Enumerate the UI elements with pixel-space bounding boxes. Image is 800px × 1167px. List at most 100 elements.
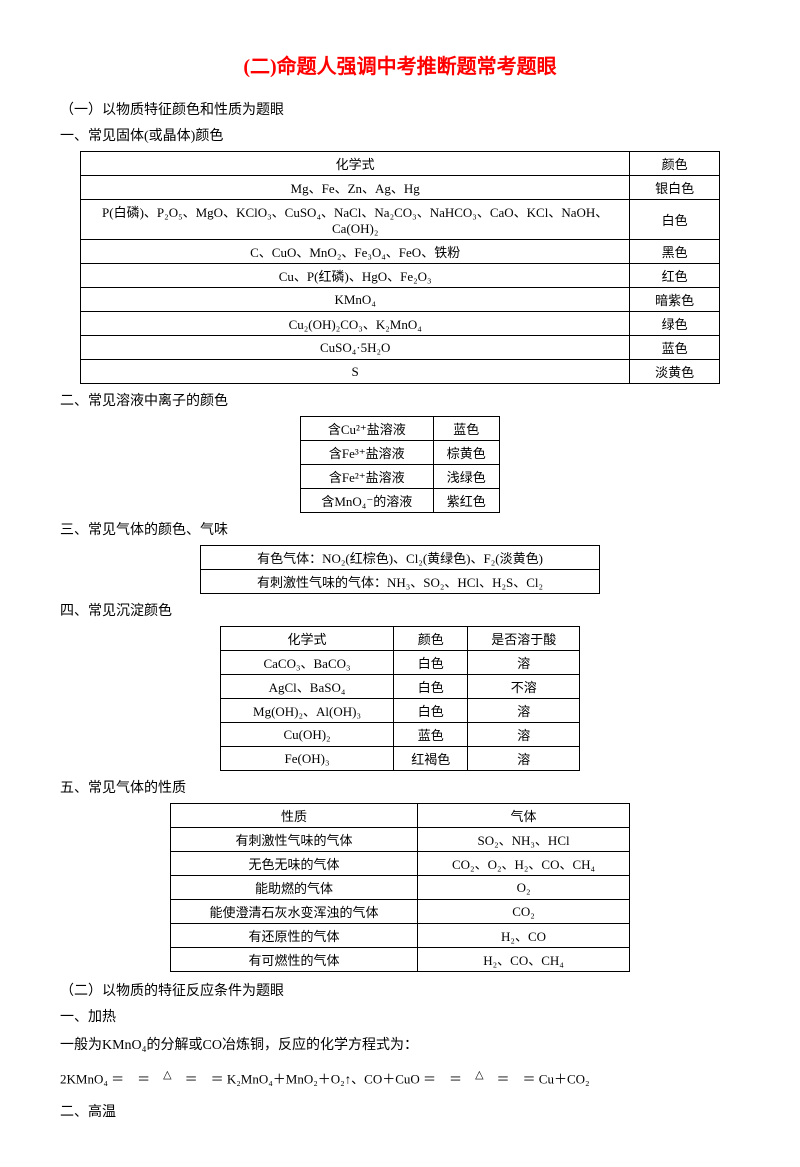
table-solid-colors: 化学式颜色 Mg、Fe、Zn、Ag、Hg银白色 P(白磷)、P₂O₅、MgO、K… [80, 151, 720, 384]
table-row: Cu₂(OH)₂CO₃、K₂MnO₄绿色 [81, 312, 720, 336]
table-row: 含Fe²⁺盐溶液浅绿色 [301, 465, 500, 489]
cell: 含Cu²⁺盐溶液 [301, 417, 434, 441]
eq-left: 2KMnO₄ [60, 1071, 108, 1086]
table-row: 含Fe³⁺盐溶液棕黄色 [301, 441, 500, 465]
cell: 溶 [468, 747, 580, 771]
paragraph: 一般为KMnO₄的分解或CO冶炼铜，反应的化学方程式为： [60, 1034, 740, 1054]
table-row: 化学式颜色 [81, 152, 720, 176]
cell: H₂、CO、CH₄ [418, 948, 630, 972]
cell: Mg(OH)₂、Al(OH)₃ [221, 699, 394, 723]
cell: 颜色 [630, 152, 720, 176]
cell: 含Fe²⁺盐溶液 [301, 465, 434, 489]
cell: 气体 [418, 804, 630, 828]
table-row: 能助燃的气体O₂ [171, 876, 630, 900]
triangle-icon: △ [475, 1068, 483, 1081]
cell: 紫红色 [433, 489, 499, 513]
table-row: Fe(OH)₃红褐色溶 [221, 747, 580, 771]
table-row: Mg(OH)₂、Al(OH)₃白色溶 [221, 699, 580, 723]
equation-line: 2KMnO₄ ＝ ＝ △ ＝ ＝ K₂MnO₄＋MnO₂＋O₂↑、CO＋CuO … [60, 1068, 740, 1087]
cell: 能助燃的气体 [171, 876, 418, 900]
table-gas-properties: 性质气体 有刺激性气味的气体SO₂、NH₃、HCl 无色无味的气体CO₂、O₂、… [170, 803, 630, 972]
cell: 淡黄色 [630, 360, 720, 384]
cell: 银白色 [630, 176, 720, 200]
cell: 白色 [394, 675, 468, 699]
cell: Fe(OH)₃ [221, 747, 394, 771]
cell: 无色无味的气体 [171, 852, 418, 876]
cell: 蓝色 [630, 336, 720, 360]
cell: Cu₂(OH)₂CO₃、K₂MnO₄ [81, 312, 630, 336]
cell: 有刺激性气味的气体：NH₃、SO₂、HCl、H₂S、Cl₂ [201, 570, 600, 594]
cell: Cu、P(红磷)、HgO、Fe₂O₃ [81, 264, 630, 288]
table-row: AgCl、BaSO₄白色不溶 [221, 675, 580, 699]
cell: 不溶 [468, 675, 580, 699]
cell: 是否溶于酸 [468, 627, 580, 651]
cell: 性质 [171, 804, 418, 828]
cell: Mg、Fe、Zn、Ag、Hg [81, 176, 630, 200]
cell: 棕黄色 [433, 441, 499, 465]
table-row: Mg、Fe、Zn、Ag、Hg银白色 [81, 176, 720, 200]
table-row: C、CuO、MnO₂、Fe₃O₄、FeO、铁粉黑色 [81, 240, 720, 264]
eq-mid: K₂MnO₄＋MnO₂＋O₂↑、CO＋CuO [227, 1071, 420, 1086]
cell: 蓝色 [394, 723, 468, 747]
table-row: 无色无味的气体CO₂、O₂、H₂、CO、CH₄ [171, 852, 630, 876]
table-ion-colors: 含Cu²⁺盐溶液蓝色 含Fe³⁺盐溶液棕黄色 含Fe²⁺盐溶液浅绿色 含MnO₄… [300, 416, 500, 513]
cell: 溶 [468, 699, 580, 723]
cell: 白色 [630, 200, 720, 240]
cell: CuSO₄·5H₂O [81, 336, 630, 360]
table-row: 含MnO₄⁻的溶液紫红色 [301, 489, 500, 513]
cell: 颜色 [394, 627, 468, 651]
table-gas-appearance: 有色气体：NO₂(红棕色)、Cl₂(黄绿色)、F₂(淡黄色) 有刺激性气味的气体… [200, 545, 600, 594]
cell: Cu(OH)₂ [221, 723, 394, 747]
table-row: 有刺激性气味的气体SO₂、NH₃、HCl [171, 828, 630, 852]
cell: 蓝色 [433, 417, 499, 441]
cell: P(白磷)、P₂O₅、MgO、KClO₃、CuSO₄、NaCl、Na₂CO₃、N… [81, 200, 630, 240]
table-row: 化学式颜色是否溶于酸 [221, 627, 580, 651]
table-row: CaCO₃、BaCO₃白色溶 [221, 651, 580, 675]
cell: H₂、CO [418, 924, 630, 948]
cell: 溶 [468, 651, 580, 675]
table-row: KMnO₄暗紫色 [81, 288, 720, 312]
cell: KMnO₄ [81, 288, 630, 312]
table-row: Cu(OH)₂蓝色溶 [221, 723, 580, 747]
sub-head-heat: 一、加热 [60, 1006, 740, 1026]
cell: 浅绿色 [433, 465, 499, 489]
sub-head-5: 五、常见气体的性质 [60, 777, 740, 797]
table-row: 有色气体：NO₂(红棕色)、Cl₂(黄绿色)、F₂(淡黄色) [201, 546, 600, 570]
cell: CaCO₃、BaCO₃ [221, 651, 394, 675]
table-row: P(白磷)、P₂O₅、MgO、KClO₃、CuSO₄、NaCl、Na₂CO₃、N… [81, 200, 720, 240]
cell: CO₂、O₂、H₂、CO、CH₄ [418, 852, 630, 876]
cell: O₂ [418, 876, 630, 900]
cell: 红色 [630, 264, 720, 288]
sub-head-1: 一、常见固体(或晶体)颜色 [60, 125, 740, 145]
section-2-head: （二）以物质的特征反应条件为题眼 [60, 980, 740, 1000]
section-1-head: （一）以物质特征颜色和性质为题眼 [60, 99, 740, 119]
cell: 有色气体：NO₂(红棕色)、Cl₂(黄绿色)、F₂(淡黄色) [201, 546, 600, 570]
eq-sign: ＝ ＝ [111, 1071, 163, 1086]
cell: 化学式 [81, 152, 630, 176]
cell: 含Fe³⁺盐溶液 [301, 441, 434, 465]
cell: 黑色 [630, 240, 720, 264]
cell: 暗紫色 [630, 288, 720, 312]
cell: 白色 [394, 651, 468, 675]
cell: 溶 [468, 723, 580, 747]
table-row: S淡黄色 [81, 360, 720, 384]
cell: AgCl、BaSO₄ [221, 675, 394, 699]
table-row: 性质气体 [171, 804, 630, 828]
cell: 有可燃性的气体 [171, 948, 418, 972]
cell: 能使澄清石灰水变浑浊的气体 [171, 900, 418, 924]
table-row: Cu、P(红磷)、HgO、Fe₂O₃红色 [81, 264, 720, 288]
cell: 化学式 [221, 627, 394, 651]
table-row: 有刺激性气味的气体：NH₃、SO₂、HCl、H₂S、Cl₂ [201, 570, 600, 594]
cell: 红褐色 [394, 747, 468, 771]
cell: C、CuO、MnO₂、Fe₃O₄、FeO、铁粉 [81, 240, 630, 264]
page-title: (二)命题人强调中考推断题常考题眼 [60, 50, 740, 79]
sub-head-3: 三、常见气体的颜色、气味 [60, 519, 740, 539]
table-row: 含Cu²⁺盐溶液蓝色 [301, 417, 500, 441]
table-row: 有可燃性的气体H₂、CO、CH₄ [171, 948, 630, 972]
table-precipitate: 化学式颜色是否溶于酸 CaCO₃、BaCO₃白色溶 AgCl、BaSO₄白色不溶… [220, 626, 580, 771]
sub-head-4: 四、常见沉淀颜色 [60, 600, 740, 620]
cell: CO₂ [418, 900, 630, 924]
triangle-icon: △ [163, 1068, 171, 1081]
sub-head-2: 二、常见溶液中离子的颜色 [60, 390, 740, 410]
cell: 含MnO₄⁻的溶液 [301, 489, 434, 513]
